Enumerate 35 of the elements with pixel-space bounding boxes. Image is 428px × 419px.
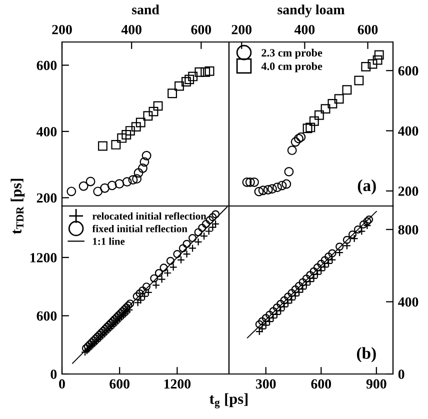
- x-tick-label: 400: [121, 24, 142, 34]
- y-tick-label: 800: [398, 225, 418, 234]
- x-tick-label: 900: [366, 379, 386, 389]
- x-tick-label: 1200: [164, 379, 191, 389]
- y-tick-label: 200: [398, 186, 418, 196]
- y-tick-label: 600: [398, 66, 418, 76]
- x-tick-label: 600: [110, 379, 130, 389]
- x-tick-label: 400: [294, 24, 315, 34]
- y-axis-title: t$_{TDR}$ [ps]: [10, 178, 25, 234]
- x-tick-label: 600: [358, 24, 378, 34]
- annotation: (a): [358, 179, 376, 195]
- y-tick-label: 0: [50, 370, 57, 379]
- x-tick-label: 200: [52, 24, 72, 34]
- legend-label: relocated initial reflection: [92, 212, 206, 220]
- legend-label: fixed initial reflection: [92, 224, 188, 232]
- y-tick-label: 600: [36, 311, 57, 321]
- y-tick-label: 600: [36, 60, 57, 70]
- x-axis-title: t$_{g}$ [ps]: [210, 393, 248, 408]
- y-tick-label: 400: [398, 126, 418, 136]
- chart-title: sand: [132, 4, 160, 14]
- y-tick-label: 0: [398, 370, 404, 379]
- x-tick-label: 300: [256, 379, 276, 389]
- y-tick-label: 400: [36, 127, 57, 136]
- x-tick-label: 600: [311, 379, 332, 389]
- annotation: (b): [356, 347, 376, 362]
- x-tick-label: 600: [191, 24, 212, 34]
- x-tick-label: 0: [59, 379, 65, 389]
- legend-label: 4.0 cm probe: [261, 62, 322, 72]
- y-tick-label: 400: [398, 297, 418, 307]
- legend-label: 1:1 line: [93, 238, 125, 245]
- chart-title: sandy loam: [278, 4, 345, 18]
- y-tick-label: 200: [36, 193, 57, 203]
- x-tick-label: 200: [232, 24, 252, 34]
- y-tick-label: 1200: [30, 253, 57, 262]
- legend-label: 2.3 cm probe: [262, 48, 322, 59]
